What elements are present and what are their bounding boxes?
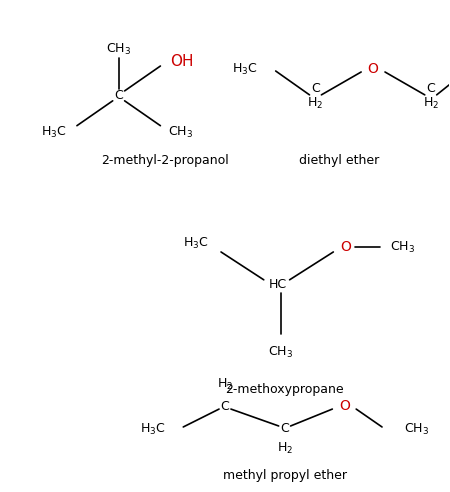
Text: O: O [339,399,350,413]
Text: H$_3$C: H$_3$C [183,236,208,250]
Text: CH$_3$: CH$_3$ [168,125,194,140]
Text: O: O [368,62,378,76]
Text: 2-methyl-2-propanol: 2-methyl-2-propanol [101,154,229,167]
Text: CH$_3$: CH$_3$ [0,491,1,492]
Text: CH$_3$: CH$_3$ [390,240,415,254]
Text: HC: HC [269,278,287,291]
Text: H$_2$: H$_2$ [217,377,233,392]
Text: C: C [220,400,230,413]
Text: C
H$_2$: C H$_2$ [307,82,324,112]
Text: methyl propyl ether: methyl propyl ether [223,469,346,482]
Text: CH$_3$: CH$_3$ [106,41,131,57]
Text: C: C [114,90,123,102]
Text: 2-methoxypropane: 2-methoxypropane [225,383,344,396]
Text: H$_3$C: H$_3$C [232,62,258,77]
Text: H$_3$C: H$_3$C [41,125,67,140]
Text: CH$_3$: CH$_3$ [268,345,293,360]
Text: diethyl ether: diethyl ether [299,154,379,167]
Text: CH$_3$: CH$_3$ [404,422,429,436]
Text: OH: OH [171,54,194,68]
Text: C
H$_2$: C H$_2$ [423,82,439,112]
Text: C: C [280,423,289,435]
Text: H$_2$: H$_2$ [277,441,292,457]
Text: O: O [340,240,351,254]
Text: H$_3$C: H$_3$C [140,422,165,436]
